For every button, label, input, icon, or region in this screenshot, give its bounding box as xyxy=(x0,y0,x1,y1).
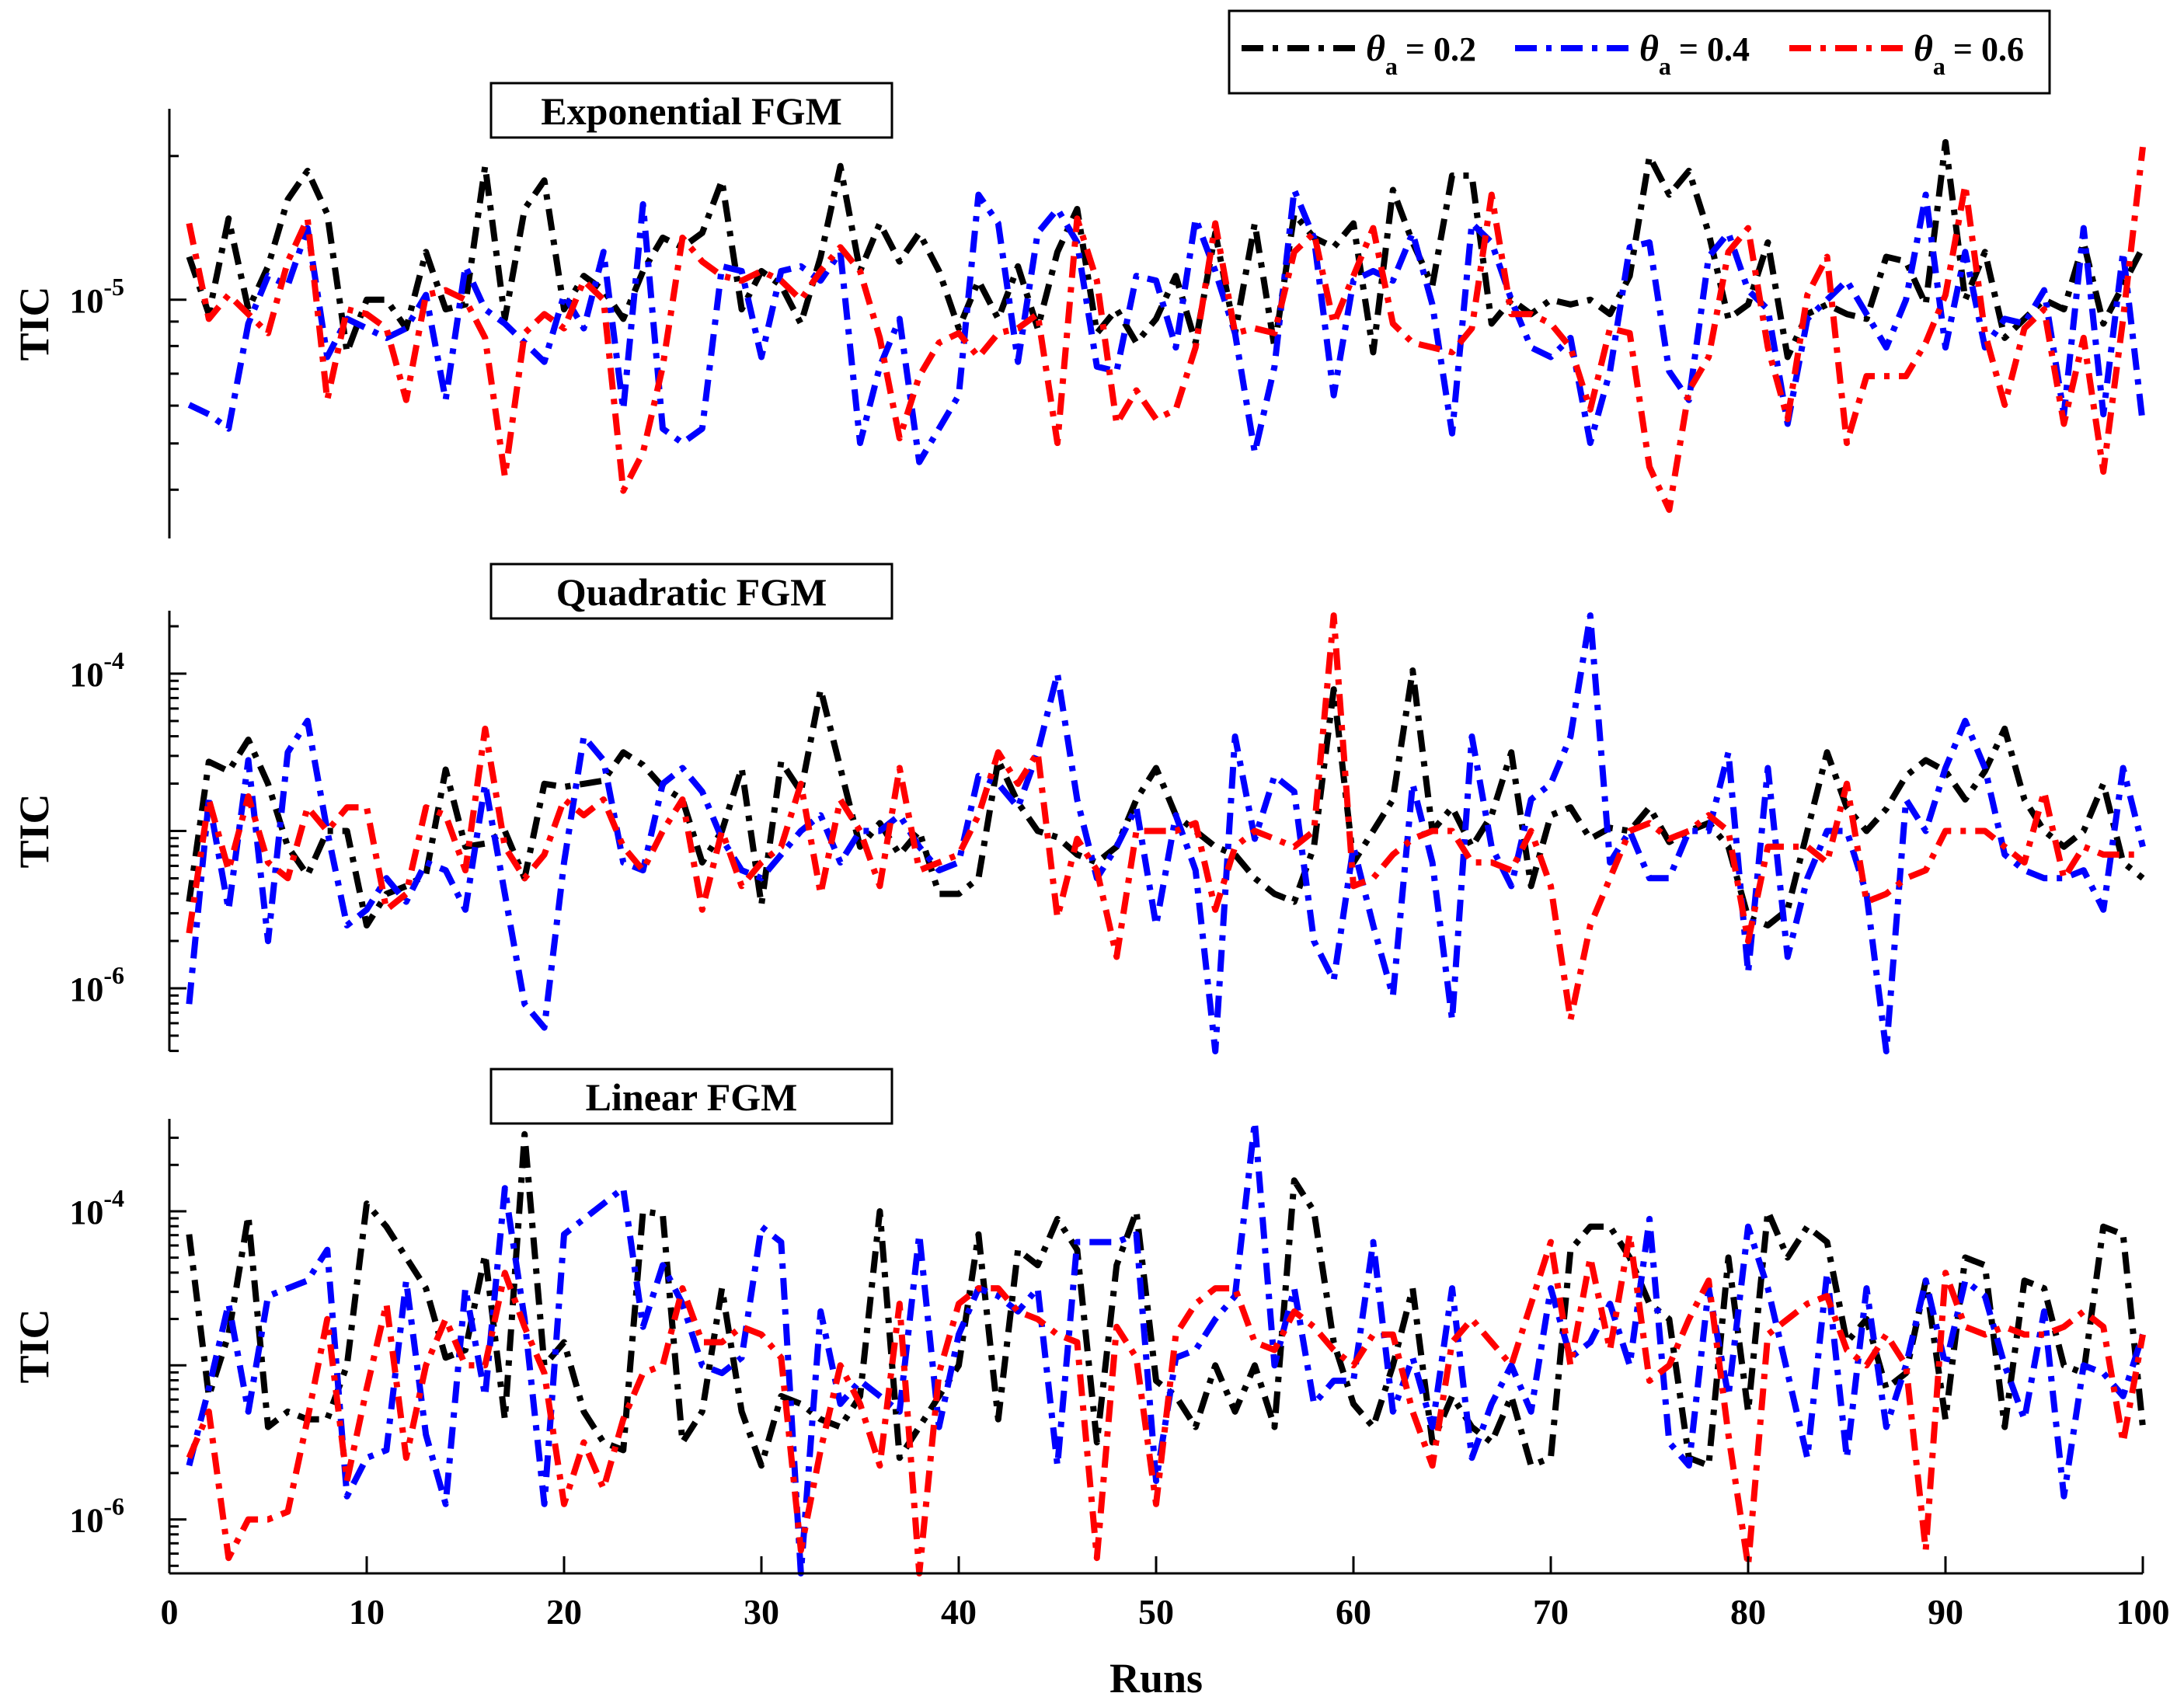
panel-title-box xyxy=(489,1068,893,1125)
panel-1: 10-5 TIC Exponential FGM xyxy=(11,82,2146,538)
y-tick-label: 10-5 xyxy=(69,273,124,320)
x-tick-label: 30 xyxy=(744,1592,779,1632)
y-tick-label: 10-4 xyxy=(69,1184,124,1231)
panel-title-box xyxy=(489,82,893,139)
series-line--a-0_2 xyxy=(186,1130,2146,1469)
series-line--a-0_4 xyxy=(186,612,2146,1054)
panels-layer: 10-5 TIC Exponential FGM 10-6 10-4 TIC Quadrat… xyxy=(11,82,2146,1576)
series-line--a-0_6 xyxy=(186,612,2143,1023)
series-line--a-0_6 xyxy=(186,1231,2146,1576)
x-axis-label: Runs xyxy=(1109,1655,1203,1702)
x-tick-label: 10 xyxy=(349,1592,385,1632)
x-tick-label: 70 xyxy=(1533,1592,1569,1632)
x-tick-label: 20 xyxy=(546,1592,582,1632)
y-axis-label: TIC xyxy=(11,286,57,361)
x-tick-label: 50 xyxy=(1138,1592,1174,1632)
legend-entry-label: θa = 0.6 xyxy=(1914,28,2024,80)
panel-2: 10-6 10-4 TIC Quadratic FGM xyxy=(11,563,2146,1054)
panel-title-box xyxy=(489,563,893,620)
x-tick-label: 90 xyxy=(1928,1592,1963,1632)
legend-entry-label: θa = 0.4 xyxy=(1639,28,1750,80)
series-line--a-0_4 xyxy=(187,186,2146,465)
panel-title: Quadratic FGM xyxy=(556,570,827,614)
legend: θa = 0.2 θa = 0.4 θa = 0.6 xyxy=(1228,9,2051,95)
x-tick-label: 60 xyxy=(1336,1592,1371,1632)
y-axis-label: TIC xyxy=(11,793,57,868)
x-axis: 0 10 20 30 40 50 60 70 80 90 100 xyxy=(161,1556,2170,1632)
panel-title: Exponential FGM xyxy=(541,89,842,133)
panel-3: 10-6 10-4 TIC Linear FGM xyxy=(11,1068,2146,1576)
x-tick-label: 0 xyxy=(161,1592,179,1632)
legend-box xyxy=(1228,9,2051,95)
y-tick-label: 10-6 xyxy=(69,961,124,1009)
series-line--a-0_6 xyxy=(186,146,2146,514)
y-axis-label: TIC xyxy=(11,1308,57,1383)
x-tick-label: 40 xyxy=(941,1592,977,1632)
y-tick-label: 10-4 xyxy=(69,646,124,694)
series-line--a-0_2 xyxy=(186,139,2146,361)
x-tick-label: 100 xyxy=(2116,1592,2170,1632)
x-tick-label: 80 xyxy=(1730,1592,1766,1632)
series-line--a-0_4 xyxy=(186,1119,2146,1576)
series-line--a-0_2 xyxy=(186,667,2145,928)
panel-title: Linear FGM xyxy=(586,1075,798,1119)
y-tick-label: 10-6 xyxy=(69,1493,124,1540)
legend-entry-label: θa = 0.2 xyxy=(1366,28,1476,80)
